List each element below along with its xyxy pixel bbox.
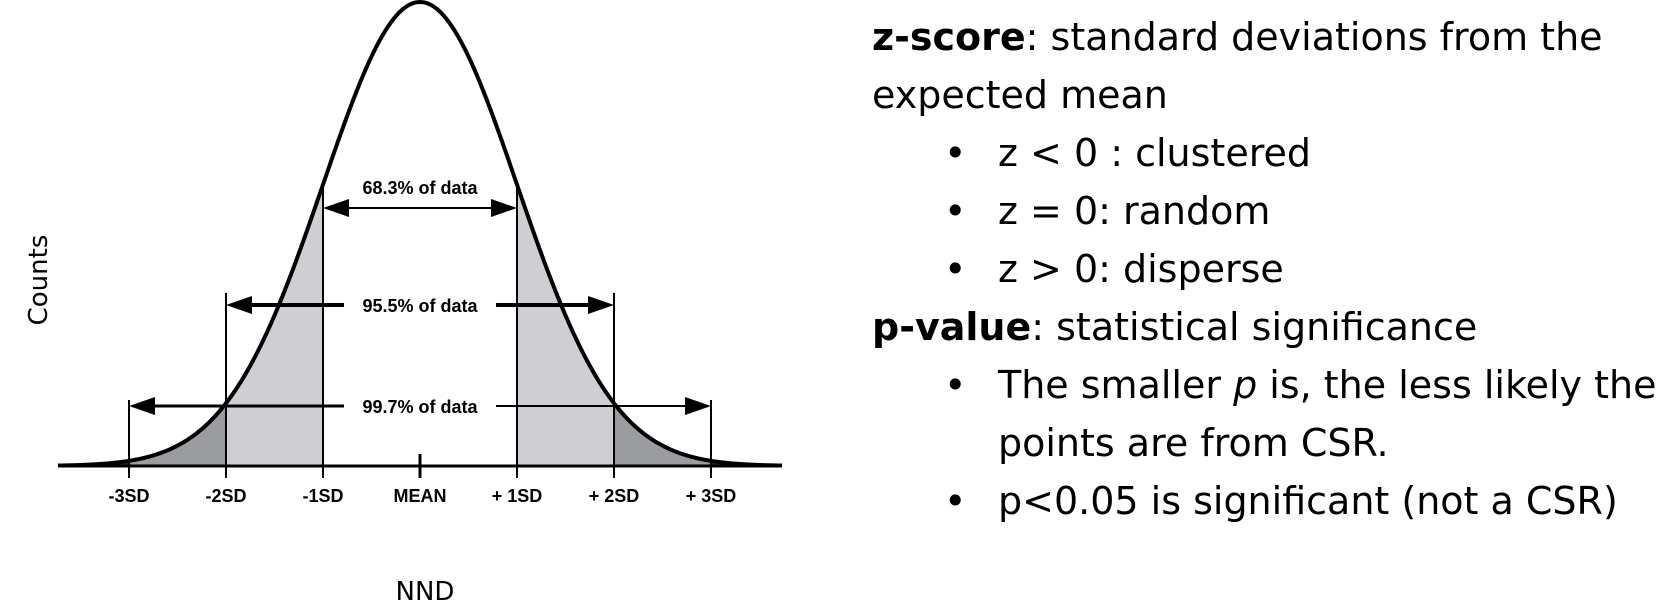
zscore-bullet-clustered: z < 0 : clustered (998, 131, 1311, 175)
bullet-icon: • (944, 247, 967, 291)
bullet-icon: • (944, 363, 967, 407)
x-axis-label: NND (396, 577, 455, 607)
tick-label: -3SD (108, 486, 149, 506)
y-axis-label: Counts (24, 235, 54, 326)
zscore-definition: z-score: standard deviations from the ex… (872, 8, 1662, 124)
tick-label: + 3SD (686, 486, 737, 506)
arrowhead (685, 397, 711, 415)
statistics-legend: z-score: standard deviations from the ex… (872, 8, 1662, 530)
range-arrow: 68.3% of data (323, 178, 517, 217)
zscore-bullets: • z < 0 : clustered • z = 0: random • z > 0… (872, 124, 1662, 298)
tick-label: + 2SD (589, 486, 640, 506)
zscore-bullet-disperse: z > 0: disperse (998, 247, 1284, 291)
band-label: 95.5% of data (362, 296, 478, 316)
tick-label: -1SD (302, 486, 343, 506)
arrowhead (129, 397, 155, 415)
range-arrows: 68.3% of data 95.5% of data 99.7% of data (129, 178, 711, 417)
x-tick-labels: -3SD -2SD -1SD MEAN + 1SD + 2SD + 3SD (108, 486, 736, 506)
arrowhead (323, 199, 349, 217)
tick-label: MEAN (394, 486, 447, 506)
sd-boundary-lines (128, 184, 712, 478)
tick-label: -2SD (205, 486, 246, 506)
pvalue-term: p-value (872, 305, 1032, 349)
list-item: • The smaller p is, the less likely the p… (872, 356, 1662, 472)
bell-curve (57, 0, 783, 468)
pvalue-bullets: • The smaller p is, the less likely the p… (872, 356, 1662, 530)
pvalue-bullet-p: p (1233, 363, 1258, 407)
range-arrow: 95.5% of data (226, 296, 614, 316)
arrowhead (588, 296, 614, 314)
list-item: • p<0.05 is significant (not a CSR) (872, 472, 1662, 530)
shaded-regions (58, 184, 782, 466)
zscore-term: z-score (872, 15, 1026, 59)
bullet-icon: • (944, 189, 967, 233)
bullet-icon: • (944, 479, 967, 523)
pvalue-definition-text: : statistical significance (1031, 305, 1478, 349)
arrowhead (491, 199, 517, 217)
tick-label: + 1SD (492, 486, 543, 506)
pvalue-bullet-pre: The smaller (998, 363, 1234, 407)
list-item: • z < 0 : clustered (872, 124, 1662, 182)
bullet-icon: • (944, 131, 967, 175)
range-arrow: 99.7% of data (129, 397, 711, 417)
list-item: • z = 0: random (872, 182, 1662, 240)
band-label: 99.7% of data (362, 397, 478, 417)
normal-distribution-figure: 68.3% of data 95.5% of data 99.7% of data … (24, 0, 783, 607)
arrowhead (226, 296, 252, 314)
band-label: 68.3% of data (362, 178, 478, 198)
zscore-bullet-random: z = 0: random (998, 189, 1271, 233)
shade-right-2sd (614, 403, 711, 466)
pvalue-bullet-smaller: The smaller p is, the less likely the po… (998, 363, 1656, 465)
pvalue-definition: p-value: statistical significance (872, 298, 1662, 356)
pvalue-bullet-significant: p<0.05 is significant (not a CSR) (998, 479, 1618, 523)
zscore-definition-text: : standard deviations from the expected … (872, 15, 1603, 117)
pvalue-bullet-post: is, the less likely the points are from … (998, 363, 1657, 465)
shade-left-2sd (129, 403, 226, 466)
list-item: • z > 0: disperse (872, 240, 1662, 298)
